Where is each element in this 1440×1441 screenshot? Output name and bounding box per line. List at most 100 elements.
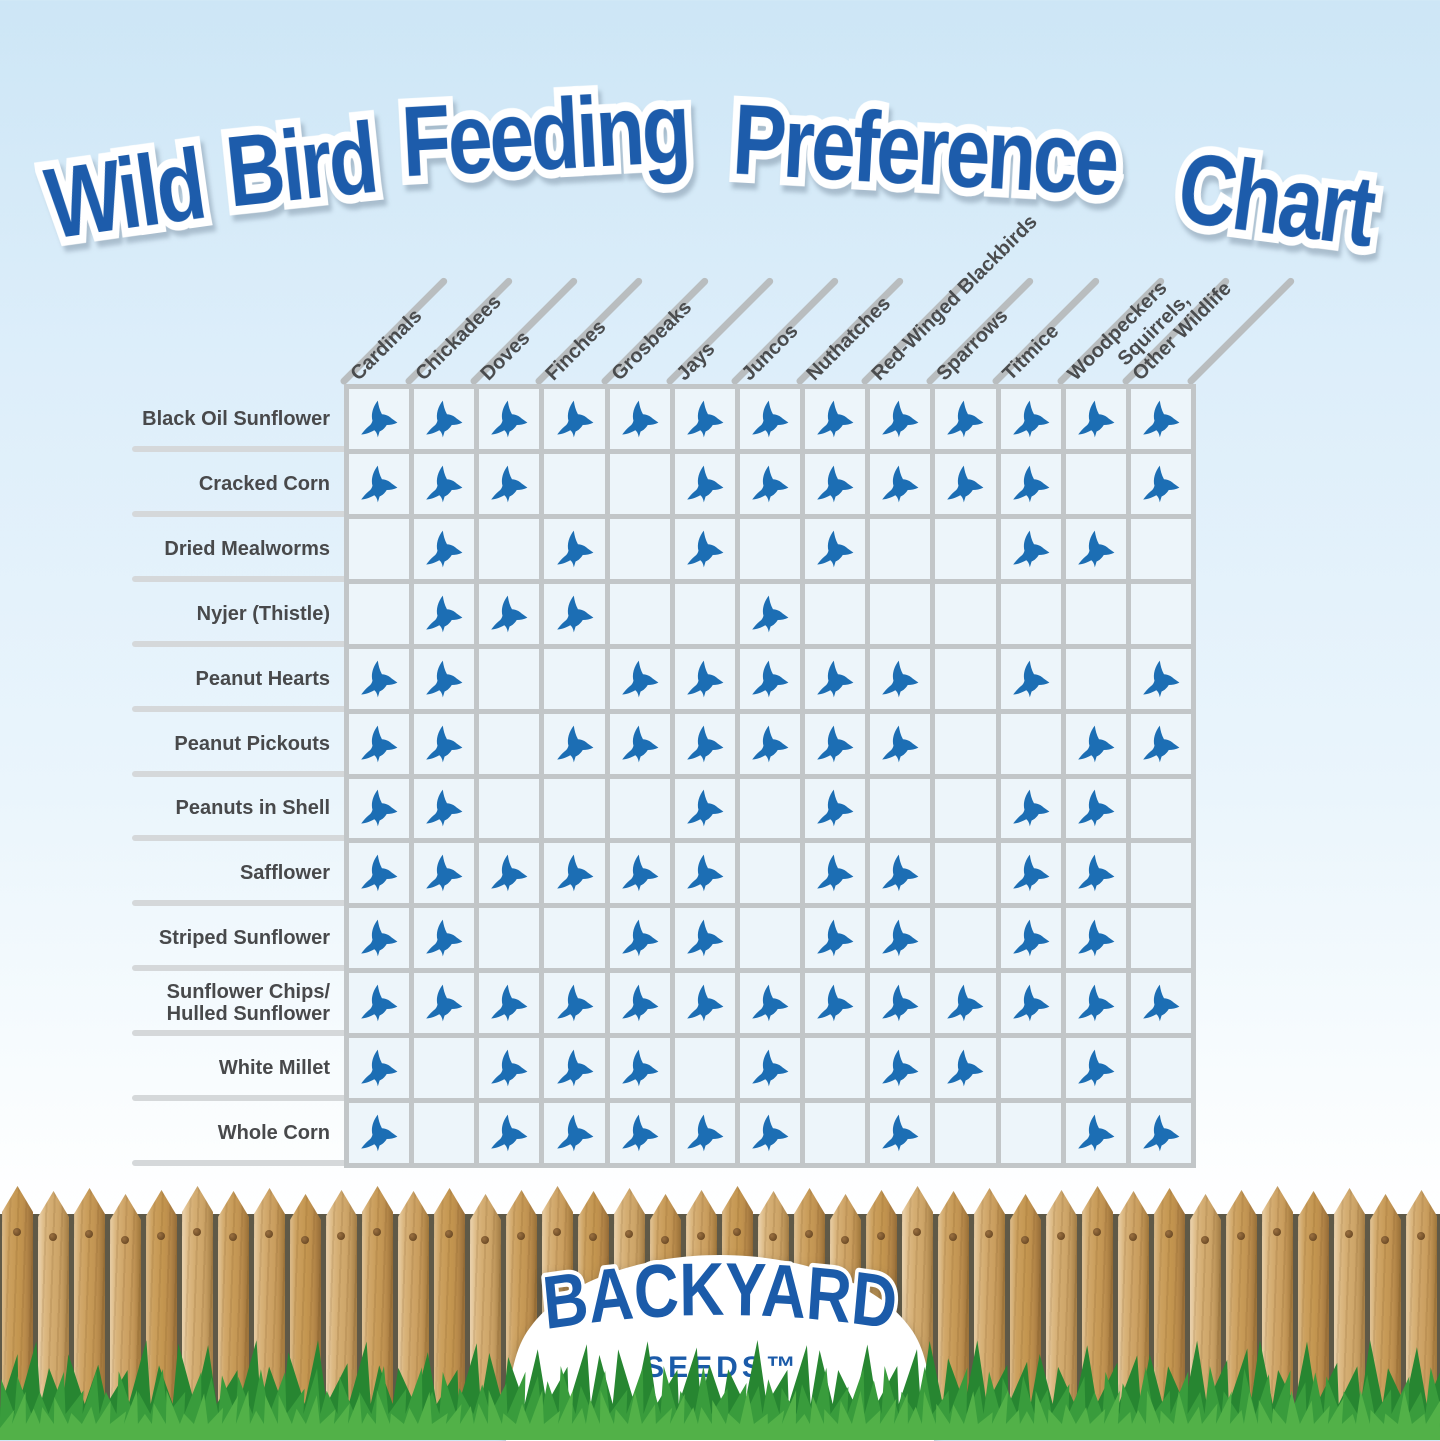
fence-nail xyxy=(697,1232,705,1240)
fence-nail xyxy=(1417,1232,1425,1240)
fence-nail xyxy=(1381,1236,1389,1244)
matrix-cell-r11c9 xyxy=(870,1038,931,1099)
row-label-3: Dried Mealworms xyxy=(164,537,330,560)
matrix-cell-r11c8 xyxy=(805,1038,866,1099)
matrix-cell-r12c11 xyxy=(1000,1103,1061,1163)
matrix-cell-r4c3 xyxy=(479,583,540,644)
matrix-cell-r9c12 xyxy=(1065,908,1126,969)
fence-nail xyxy=(157,1232,165,1240)
matrix-cell-r1c4 xyxy=(544,389,605,449)
matrix-cell-r8c13 xyxy=(1130,843,1191,904)
matrix-cell-r10c9 xyxy=(870,973,931,1034)
fence-nail xyxy=(1165,1230,1173,1238)
matrix-cell-r1c6 xyxy=(674,389,735,449)
matrix-cell-r5c7 xyxy=(739,648,801,709)
matrix-cell-r10c10 xyxy=(935,973,996,1034)
fence-nail xyxy=(49,1233,57,1241)
fence-nail xyxy=(805,1230,813,1238)
matrix-cell-r7c9 xyxy=(870,778,931,839)
matrix-cell-r6c9 xyxy=(870,713,931,774)
fence-nail xyxy=(733,1228,741,1236)
matrix-cell-r2c7 xyxy=(739,453,801,514)
row-divider xyxy=(132,445,348,452)
fence-nail xyxy=(913,1228,921,1236)
matrix-cell-r12c9 xyxy=(870,1103,931,1163)
matrix-cell-r6c12 xyxy=(1065,713,1126,774)
matrix-cell-r5c8 xyxy=(805,648,866,709)
matrix-cell-r6c7 xyxy=(739,713,801,774)
matrix-cell-r10c1 xyxy=(349,973,410,1034)
matrix-cell-r2c6 xyxy=(674,453,735,514)
matrix-cell-r9c11 xyxy=(1000,908,1061,969)
matrix-cell-r7c7 xyxy=(739,778,801,839)
matrix-cell-r12c3 xyxy=(479,1103,540,1163)
matrix-cell-r1c13 xyxy=(1130,389,1191,449)
row-label-12: Whole Corn xyxy=(217,1122,330,1145)
matrix-cell-r8c5 xyxy=(609,843,670,904)
matrix-cell-r6c13 xyxy=(1130,713,1191,774)
fence-nail xyxy=(877,1232,885,1240)
matrix-cell-r5c5 xyxy=(609,648,670,709)
fence-nail xyxy=(445,1230,453,1238)
matrix-cell-r6c10 xyxy=(935,713,996,774)
matrix-cell-r3c13 xyxy=(1130,518,1191,579)
matrix-cell-r11c7 xyxy=(739,1038,801,1099)
matrix-cell-r9c6 xyxy=(674,908,735,969)
matrix-cell-r5c4 xyxy=(544,648,605,709)
matrix-cell-r5c6 xyxy=(674,648,735,709)
matrix-cell-r9c4 xyxy=(544,908,605,969)
matrix-cell-r7c4 xyxy=(544,778,605,839)
matrix-cell-r8c11 xyxy=(1000,843,1061,904)
matrix-cell-r11c13 xyxy=(1130,1038,1191,1099)
matrix-cell-r5c12 xyxy=(1065,648,1126,709)
fence-nail xyxy=(121,1236,129,1244)
matrix-cell-r2c9 xyxy=(870,453,931,514)
fence-nail xyxy=(301,1236,309,1244)
row-divider xyxy=(132,1030,348,1037)
fence-nail xyxy=(553,1228,561,1236)
matrix-cell-r9c3 xyxy=(479,908,540,969)
matrix-cell-r7c12 xyxy=(1065,778,1126,839)
matrix-cell-r2c4 xyxy=(544,453,605,514)
matrix-cell-r2c2 xyxy=(414,453,475,514)
matrix-cell-r6c6 xyxy=(674,713,735,774)
matrix-cell-r2c10 xyxy=(935,453,996,514)
fence-nail xyxy=(373,1228,381,1236)
matrix-cell-r6c8 xyxy=(805,713,866,774)
fence-nail xyxy=(1129,1233,1137,1241)
fence-nail xyxy=(409,1233,417,1241)
matrix-cell-r10c3 xyxy=(479,973,540,1034)
matrix-cell-r2c1 xyxy=(349,453,410,514)
matrix-cell-r8c4 xyxy=(544,843,605,904)
fence-nail xyxy=(85,1230,93,1238)
row-label-6: Peanut Pickouts xyxy=(174,732,330,755)
matrix-cell-r4c9 xyxy=(870,583,931,644)
matrix-cell-r10c6 xyxy=(674,973,735,1034)
matrix-cell-r11c5 xyxy=(609,1038,670,1099)
matrix-cell-r11c12 xyxy=(1065,1038,1126,1099)
matrix-cell-r8c6 xyxy=(674,843,735,904)
matrix-cell-r12c2 xyxy=(414,1103,475,1163)
matrix-cell-r2c3 xyxy=(479,453,540,514)
row-label-10: Sunflower Chips/ Hulled Sunflower xyxy=(166,981,330,1026)
matrix-cell-r12c6 xyxy=(674,1103,735,1163)
matrix-cell-r1c1 xyxy=(349,389,410,449)
matrix-cell-r9c13 xyxy=(1130,908,1191,969)
matrix-cell-r9c10 xyxy=(935,908,996,969)
matrix-cell-r12c4 xyxy=(544,1103,605,1163)
matrix-cell-r4c7 xyxy=(739,583,801,644)
row-divider xyxy=(132,1160,348,1166)
row-label-11: White Millet xyxy=(218,1057,330,1080)
fence-nail xyxy=(265,1230,273,1238)
row-label-4: Nyjer (Thistle) xyxy=(196,602,330,625)
matrix-cell-r6c11 xyxy=(1000,713,1061,774)
row-divider xyxy=(132,965,348,972)
matrix-cell-r8c8 xyxy=(805,843,866,904)
matrix-cell-r3c7 xyxy=(739,518,801,579)
matrix-cell-r7c5 xyxy=(609,778,670,839)
matrix-cell-r1c10 xyxy=(935,389,996,449)
matrix-cell-r10c11 xyxy=(1000,973,1061,1034)
backyard-seeds-logo: BACKYARD SEEDS™ xyxy=(506,1245,934,1441)
matrix-cell-r9c2 xyxy=(414,908,475,969)
matrix-cell-r3c9 xyxy=(870,518,931,579)
